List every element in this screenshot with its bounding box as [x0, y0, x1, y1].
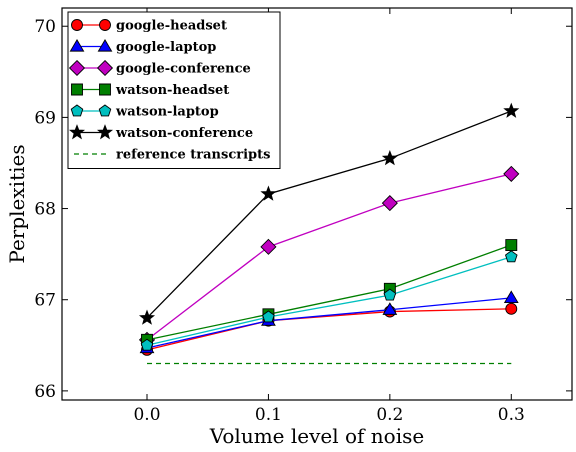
legend-item-reference-transcripts: reference transcripts [74, 148, 270, 163]
legend-marker [71, 19, 83, 31]
data-point [503, 165, 520, 182]
y-tick-label: 66 [34, 382, 56, 402]
y-tick-label: 69 [34, 108, 56, 128]
x-tick-label: 0.3 [498, 405, 525, 425]
y-tick-label: 68 [34, 200, 56, 220]
legend-marker [98, 104, 112, 117]
data-point [382, 302, 398, 315]
legend-marker [69, 39, 85, 52]
legend-marker [68, 124, 86, 140]
series-line [146, 244, 512, 341]
legend-label: google-headset [116, 19, 227, 34]
x-tick-label: 0.1 [255, 405, 282, 425]
data-point [260, 238, 277, 255]
legend-item-watson-conference: watson-conference [68, 124, 253, 141]
legend-marker [97, 39, 113, 52]
legend-marker [99, 83, 111, 96]
data-point [505, 250, 518, 263]
series-google-laptop [139, 290, 519, 354]
legend-item-watson-laptop: watson-laptop [70, 104, 219, 120]
legend-item-watson-headset: watson-headset [71, 83, 229, 98]
data-point [383, 288, 397, 301]
legend: google-headset google-laptop google-confer… [67, 11, 281, 169]
data-point [503, 290, 519, 303]
data-point [138, 309, 156, 325]
y-tick-label: 70 [34, 17, 56, 37]
series-google-conference [138, 165, 520, 348]
data-point [505, 302, 518, 315]
y-axis-label: Perplexities [5, 144, 29, 263]
x-tick-label: 0.0 [133, 405, 160, 425]
data-point [260, 185, 277, 201]
legend-marker [96, 59, 114, 77]
legend-marker [99, 19, 111, 31]
axis-ticks: 0.0 0.1 0.2 0.3 66 67 68 69 70 [34, 8, 572, 425]
data-point [381, 149, 398, 166]
x-axis-label: Volume level of noise [209, 424, 424, 448]
data-point [505, 239, 518, 251]
series-line [146, 297, 512, 349]
series-watson-headset [141, 239, 518, 346]
legend-item-google-conference: google-conference [68, 59, 251, 77]
data-point [140, 338, 154, 351]
series-line [146, 173, 512, 341]
data-point [503, 102, 520, 118]
series-watson-laptop [140, 250, 518, 351]
legend-label: watson-headset [115, 83, 229, 98]
data-point [381, 195, 398, 212]
legend-marker [70, 104, 84, 117]
series-line [146, 308, 512, 351]
legend-marker [71, 83, 83, 96]
legend-item-google-laptop: google-laptop [69, 39, 216, 55]
plot-frame [61, 7, 573, 401]
series-watson-conference [138, 102, 520, 325]
series-line [146, 256, 512, 346]
legend-marker [96, 124, 114, 140]
legend-label: google-laptop [116, 40, 216, 55]
legend-item-google-headset: google-headset [71, 19, 227, 34]
x-tick-label: 0.2 [376, 405, 403, 425]
legend-label: watson-laptop [115, 105, 219, 120]
data-point [262, 310, 275, 323]
legend-label: google-conference [116, 62, 251, 77]
series-layer [138, 102, 520, 365]
series-line [146, 110, 512, 319]
legend-label: watson-conference [115, 126, 253, 141]
legend-label: reference transcripts [116, 148, 270, 163]
y-tick-label: 67 [34, 291, 56, 311]
legend-marker [68, 59, 86, 77]
